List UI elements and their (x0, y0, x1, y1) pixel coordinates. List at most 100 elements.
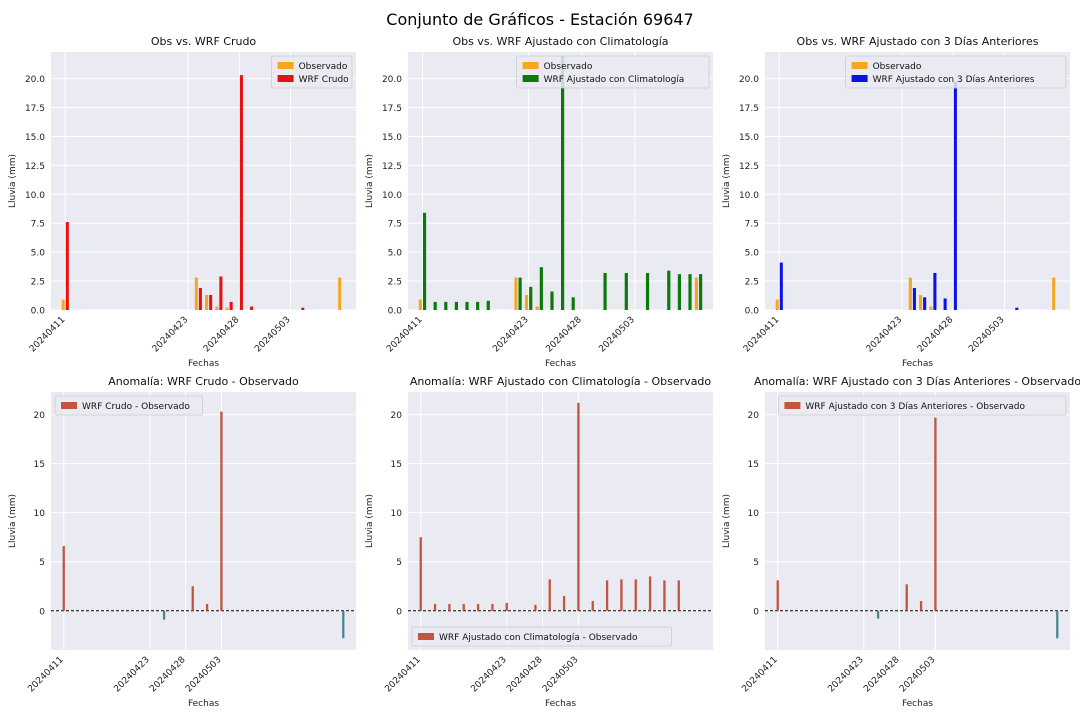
y-tick-label: 20 (391, 411, 403, 421)
bar (620, 579, 623, 611)
bar (905, 584, 908, 611)
bar (779, 262, 783, 310)
bar (205, 603, 209, 611)
legend-box (516, 55, 710, 89)
y-tick-label: 2.5 (31, 278, 45, 288)
y-tick-label: 2.5 (388, 278, 402, 288)
y-tick-label: 10 (34, 509, 46, 519)
bar (539, 267, 543, 310)
y-tick-label: 15.0 (25, 133, 45, 143)
legend: WRF Ajustado con Climatología - Observad… (411, 626, 673, 647)
y-tick-label: 12.5 (382, 162, 402, 172)
y-tick-label: 17.5 (739, 104, 759, 114)
plot-area (765, 52, 1070, 310)
bar (62, 546, 65, 611)
legend-label: WRF Crudo - Observado (82, 402, 190, 412)
bar (912, 288, 916, 310)
legend-swatch (418, 633, 434, 640)
bar (919, 294, 923, 310)
legend-swatch (61, 402, 77, 409)
legend-label: WRF Ajustado con Climatología (544, 75, 685, 85)
y-tick-label: 20.0 (382, 75, 402, 85)
chart-title: Obs vs. WRF Crudo (151, 35, 257, 48)
legend-label: Observado (544, 62, 593, 72)
bar (1056, 610, 1059, 639)
bar (699, 274, 703, 310)
x-axis-label: Fechas (188, 359, 219, 369)
legend-swatch (277, 62, 294, 69)
legend-swatch (851, 75, 868, 82)
legend-box (411, 626, 673, 647)
bar (645, 272, 650, 310)
y-axis-label: Lluvia (mm) (365, 154, 375, 208)
bar (943, 298, 947, 310)
bar (694, 277, 699, 310)
bar (953, 82, 957, 310)
bar (342, 610, 345, 639)
bar (550, 291, 554, 310)
chart-title: Obs vs. WRF Ajustado con 3 Días Anterior… (797, 35, 1039, 48)
legend-swatch (277, 75, 294, 82)
bar (422, 212, 427, 310)
bar (529, 286, 533, 310)
bar (603, 272, 607, 310)
bar (677, 274, 681, 310)
bar (561, 56, 565, 310)
y-axis-label: Lluvia (mm) (722, 154, 732, 208)
x-tick-label: 20240423 (826, 655, 865, 694)
bar (465, 301, 469, 310)
bar (929, 306, 933, 310)
legend: Observado WRF Ajustado con 3 Días Anterio… (845, 55, 1067, 89)
chart-title: Anomalía: WRF Ajustado con Climatología … (410, 375, 712, 388)
bar (934, 417, 937, 611)
plot-area (765, 392, 1070, 650)
chart-title: Anomalía: WRF Crudo - Observado (108, 375, 299, 388)
y-tick-label: 20.0 (739, 75, 759, 85)
x-axis-label: Fechas (545, 699, 576, 709)
y-axis-label: Lluvia (mm) (8, 154, 18, 208)
legend-label: WRF Ajustado con 3 Días Anteriores - Obs… (805, 402, 1025, 412)
bar (486, 300, 490, 310)
bar (648, 576, 652, 611)
bar (491, 603, 494, 611)
bar (908, 277, 912, 310)
bar (301, 307, 305, 310)
legend: Observado WRF Ajustado con Climatología (516, 55, 710, 89)
legend-box (845, 55, 1067, 89)
x-tick-label: 20240411 (740, 655, 779, 694)
bar (1015, 307, 1019, 310)
y-tick-label: 0 (39, 607, 45, 617)
bar (775, 299, 779, 310)
plot-area (408, 52, 713, 310)
legend-swatch (784, 402, 801, 409)
y-tick-label: 7.5 (745, 220, 759, 230)
bar (250, 306, 254, 310)
bar (919, 600, 923, 611)
x-axis-label: Fechas (545, 359, 576, 369)
bar (162, 610, 166, 620)
legend: WRF Crudo - Observado (54, 395, 204, 416)
bar (505, 602, 508, 611)
x-axis-label: Fechas (902, 359, 933, 369)
bar (518, 277, 522, 310)
bar (433, 301, 437, 310)
bar (220, 411, 223, 611)
legend-label: WRF Crudo (299, 75, 350, 85)
plot-area (51, 392, 356, 650)
legend-swatch (851, 62, 868, 69)
y-tick-label: 20.0 (25, 75, 45, 85)
y-tick-label: 20 (34, 411, 46, 421)
bar (476, 301, 480, 310)
bar (634, 579, 637, 611)
legend-label: WRF Ajustado con 3 Días Anteriores (873, 75, 1035, 85)
y-tick-label: 10.0 (382, 191, 402, 201)
bar (577, 402, 580, 611)
y-tick-label: 10 (748, 509, 760, 519)
legend-swatch (522, 75, 539, 82)
y-tick-label: 0.0 (745, 307, 760, 317)
y-tick-label: 17.5 (382, 104, 402, 114)
bar (444, 301, 448, 310)
y-tick-label: 7.5 (388, 220, 402, 230)
legend: WRF Ajustado con 3 Días Anteriores - Obs… (778, 395, 1067, 416)
